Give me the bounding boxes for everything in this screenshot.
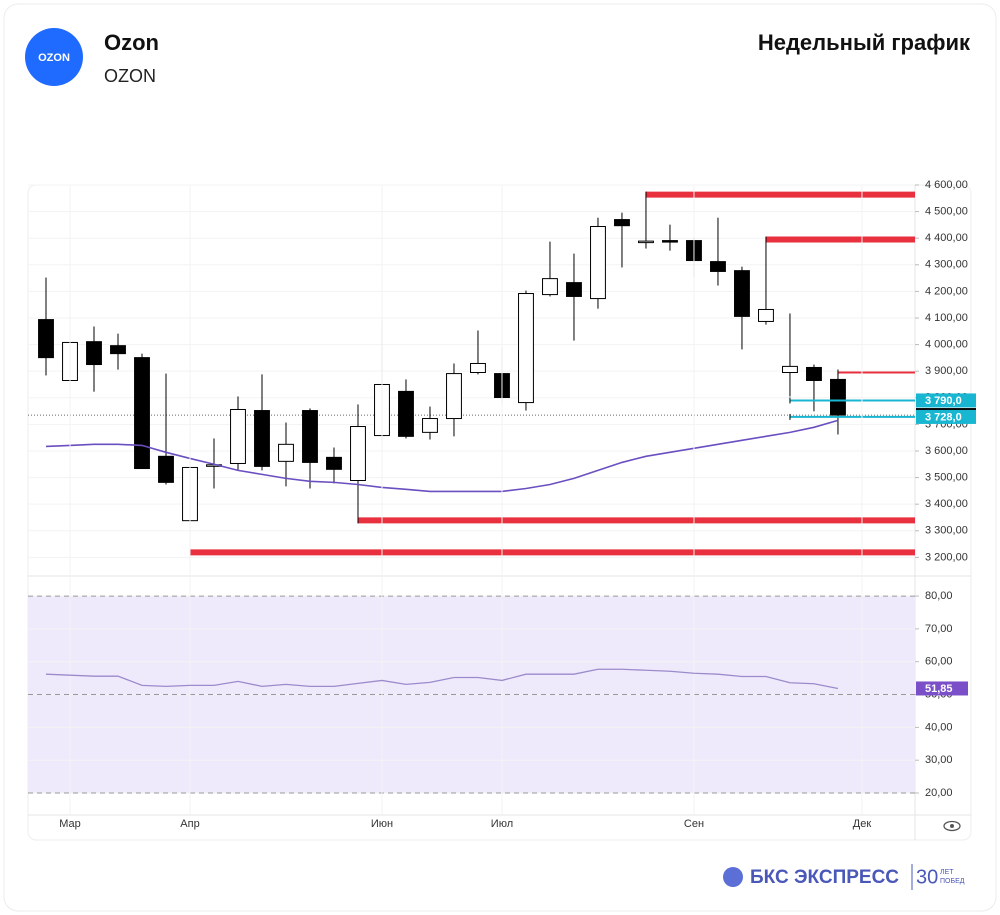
brand-icon [723, 867, 743, 887]
candle-body [158, 455, 174, 483]
candle-body [806, 366, 822, 381]
y-tick-label: 3 300,00 [925, 525, 968, 537]
rsi-line [45, 668, 839, 690]
badge: 30 [916, 866, 938, 888]
candle-body [758, 308, 774, 322]
y-tick-label: 3 600,00 [925, 445, 968, 457]
candle-body [542, 278, 558, 296]
candle-body [278, 443, 294, 462]
badge-line: ПОБЕД [940, 878, 965, 885]
y-tick-label: 3 400,00 [925, 498, 968, 510]
candle-body [566, 282, 582, 297]
y-tick-label: 4 100,00 [925, 312, 968, 324]
y-tick-label: 4 600,00 [925, 179, 968, 191]
candle-body [710, 261, 726, 272]
price-label-box [916, 393, 976, 408]
candle-body [782, 365, 798, 374]
candle-body [38, 319, 54, 359]
x-tick-label: Июл [491, 818, 513, 830]
candle-body [230, 408, 246, 464]
candle-body [638, 240, 654, 244]
y-tick-label: 4 000,00 [925, 338, 968, 350]
candle-body [830, 378, 846, 416]
value-label-box [916, 681, 968, 696]
x-tick-label: Дек [853, 818, 872, 830]
moving-average [45, 419, 839, 493]
x-tick-label: Апр [180, 818, 199, 830]
candle-body [350, 426, 366, 482]
logo [25, 28, 83, 86]
candle-body [302, 410, 318, 463]
candle-body [134, 357, 150, 470]
candle-body [518, 293, 534, 404]
eye-icon[interactable] [943, 820, 961, 832]
y-tick-label: 4 500,00 [925, 206, 968, 218]
y-tick-label: 80,00 [925, 590, 953, 602]
y-tick-label: 4 400,00 [925, 232, 968, 244]
candle-body [422, 418, 438, 433]
chart-label: Недельный график [758, 30, 971, 55]
candle-body [614, 219, 630, 227]
x-tick-label: Мар [59, 818, 81, 830]
y-tick-label: 3 200,00 [925, 551, 968, 563]
x-tick-label: Июн [371, 818, 393, 830]
title: Ozon [104, 30, 159, 55]
logo-text: OZON [38, 52, 70, 64]
y-tick-label: 4 200,00 [925, 285, 968, 297]
candle-body [446, 373, 462, 420]
x-tick-label: Сен [684, 818, 704, 830]
y-tick-label: 3 900,00 [925, 365, 968, 377]
candle-body [326, 456, 342, 470]
y-tick-label: 60,00 [925, 656, 953, 668]
y-tick-label: 20,00 [925, 787, 953, 799]
value-label: 51,85 [925, 683, 953, 695]
candle-body [662, 240, 678, 243]
y-tick-label: 30,00 [925, 754, 953, 766]
candle-body [470, 362, 486, 374]
candle-body [734, 270, 750, 317]
candle-body [590, 225, 606, 300]
candle-body [110, 345, 126, 355]
y-tick-label: 70,00 [925, 623, 953, 635]
y-tick-label: 4 300,00 [925, 259, 968, 271]
price-label-box [916, 409, 976, 424]
y-tick-label: 3 500,00 [925, 471, 968, 483]
candles [28, 191, 915, 556]
ticker: OZON [104, 66, 156, 86]
y-tick-label: 40,00 [925, 721, 953, 733]
price-label: 3 728,0 [925, 411, 962, 423]
brand: БКС ЭКСПРЕСС [750, 867, 899, 888]
candle-body [398, 390, 414, 437]
candle-body [86, 341, 102, 366]
candle-body [254, 410, 270, 467]
badge-line: ЛЕТ [940, 869, 954, 876]
price-label: 3 790,0 [925, 395, 962, 407]
